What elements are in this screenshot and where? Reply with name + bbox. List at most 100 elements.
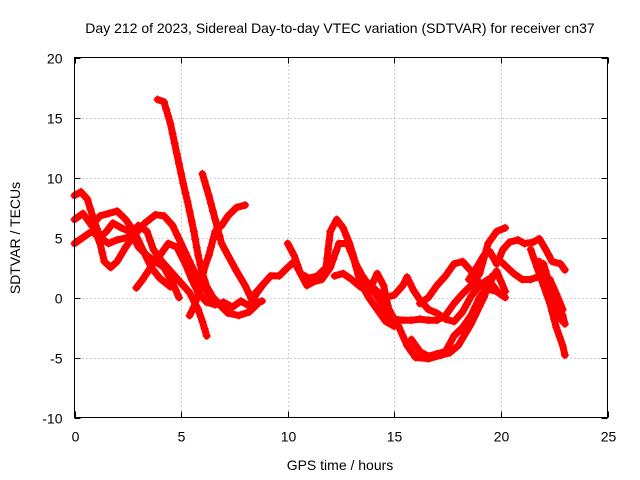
data-point-marker	[432, 309, 441, 318]
data-point-marker	[322, 269, 331, 278]
data-point-marker	[86, 205, 95, 214]
data-point-marker	[299, 275, 308, 284]
data-point-marker	[228, 259, 237, 268]
data-point-marker	[161, 278, 170, 287]
data-point-marker	[454, 341, 463, 350]
data-point-marker	[326, 227, 335, 236]
x-tick-label: 5	[178, 429, 186, 445]
data-point-marker	[441, 347, 450, 356]
data-point-marker	[373, 287, 382, 296]
data-point-marker	[286, 245, 295, 254]
data-point-marker	[102, 227, 111, 236]
data-point-marker	[296, 269, 305, 278]
data-point-marker	[450, 331, 458, 340]
data-point-marker	[458, 307, 467, 316]
data-point-marker	[224, 211, 232, 220]
data-point-marker	[323, 254, 332, 263]
data-point-marker	[98, 248, 107, 257]
series-band	[407, 267, 509, 360]
data-point-marker	[424, 293, 433, 302]
data-point-marker	[339, 269, 348, 278]
data-point-marker	[329, 221, 338, 230]
data-point-marker	[349, 255, 358, 264]
data-point-marker	[501, 223, 510, 232]
data-point-marker	[132, 283, 141, 292]
data-point-marker	[104, 209, 113, 218]
data-point-marker	[184, 267, 193, 276]
data-point-marker	[217, 239, 226, 248]
data-point-marker	[475, 293, 484, 302]
data-point-marker	[381, 317, 390, 326]
data-point-marker	[293, 260, 302, 269]
data-point-marker	[445, 265, 454, 274]
plot-frame	[74, 57, 608, 418]
data-point-marker	[166, 119, 175, 128]
data-point-marker	[146, 236, 155, 245]
x-tick-label: 0	[72, 429, 80, 445]
data-point-marker	[187, 275, 196, 284]
data-point-marker	[339, 223, 348, 232]
data-point-marker	[560, 265, 569, 274]
data-point-marker	[175, 293, 183, 302]
data-point-marker	[138, 275, 147, 284]
data-point-marker	[509, 269, 518, 278]
data-point-marker	[121, 243, 130, 252]
data-point-marker	[518, 275, 527, 284]
series-track-20	[539, 259, 569, 328]
data-point-marker	[151, 268, 160, 277]
data-point-marker	[407, 316, 416, 325]
data-point-marker	[258, 281, 267, 290]
data-point-marker	[424, 305, 433, 314]
data-point-marker	[407, 335, 416, 344]
data-point-marker	[181, 259, 190, 268]
data-point-marker	[168, 221, 177, 230]
data-point-marker	[464, 275, 473, 284]
y-tick-label: 15	[47, 111, 63, 127]
data-point-marker	[202, 298, 211, 307]
data-point-marker	[324, 245, 333, 254]
data-point-marker	[398, 316, 407, 325]
data-point-marker	[467, 292, 476, 301]
data-point-marker	[541, 245, 550, 254]
data-point-marker	[215, 300, 224, 309]
x-tick-label: 20	[494, 429, 510, 445]
data-point-marker	[458, 257, 467, 266]
data-point-marker	[211, 215, 220, 224]
data-point-marker	[249, 291, 258, 300]
data-point-marker	[108, 219, 117, 228]
data-point-marker	[76, 187, 85, 196]
data-point-marker	[398, 331, 407, 340]
x-tick-label: 25	[601, 429, 617, 445]
y-tick-label: 10	[47, 171, 63, 187]
tick-labels: 0 5 10 15 20 25 -10 -5 0 5 10 15 20	[42, 51, 616, 445]
data-point-marker	[558, 311, 567, 320]
data-point-marker	[432, 349, 441, 358]
data-point-marker	[200, 263, 209, 272]
data-point-marker	[552, 323, 561, 332]
data-point-marker	[488, 274, 497, 283]
data-point-marker	[83, 215, 92, 224]
data-point-marker	[236, 297, 245, 306]
data-point-marker	[189, 303, 198, 312]
data-point-marker	[354, 270, 363, 279]
data-point-marker	[138, 245, 147, 254]
data-point-marker	[266, 271, 275, 280]
data-point-marker	[317, 275, 326, 284]
data-point-marker	[215, 231, 224, 240]
data-point-marker	[134, 236, 143, 245]
data-point-marker	[479, 251, 488, 260]
data-point-marker	[499, 245, 507, 254]
data-point-marker	[545, 281, 554, 290]
data-point-marker	[220, 245, 229, 254]
data-point-marker	[196, 283, 205, 292]
data-point-marker	[471, 302, 480, 311]
data-point-marker	[458, 334, 467, 343]
data-point-marker	[415, 299, 424, 308]
data-point-marker	[343, 239, 352, 248]
data-point-marker	[450, 259, 458, 268]
y-tick-label: -10	[42, 411, 62, 427]
data-point-marker	[424, 316, 433, 325]
data-point-marker	[411, 353, 420, 362]
data-point-marker	[245, 307, 254, 316]
